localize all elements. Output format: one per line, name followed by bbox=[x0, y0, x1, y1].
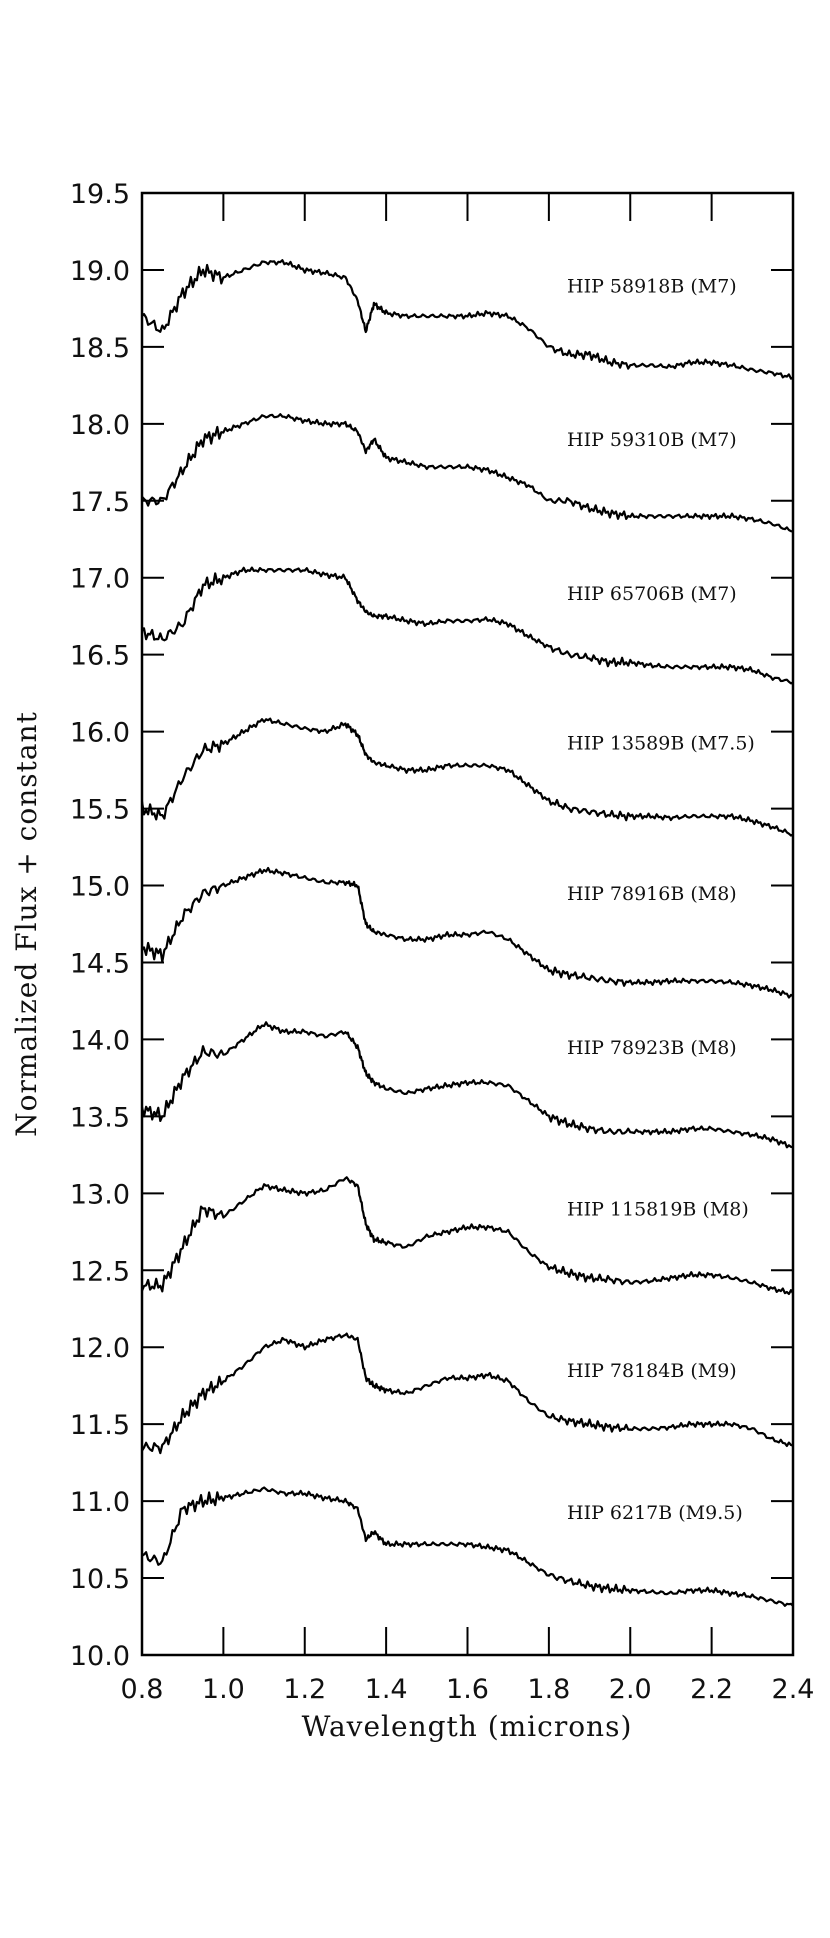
y-tick-label: 17.0 bbox=[70, 564, 130, 595]
series-line bbox=[141, 566, 794, 685]
y-tick-label: 14.5 bbox=[70, 948, 130, 979]
series-label: HIP 78916B (M8) bbox=[567, 883, 737, 905]
series-line bbox=[140, 1176, 794, 1296]
y-tick-label: 12.0 bbox=[70, 1333, 130, 1364]
series-line bbox=[140, 717, 794, 837]
y-tick-label: 19.5 bbox=[70, 179, 130, 210]
x-tick-label: 0.8 bbox=[121, 1674, 164, 1705]
series-label: HIP 78184B (M9) bbox=[567, 1360, 737, 1382]
y-tick-label: 16.5 bbox=[70, 641, 130, 672]
series-line bbox=[141, 413, 794, 533]
series-line bbox=[141, 1332, 794, 1455]
x-tick-label: 1.6 bbox=[446, 1674, 489, 1705]
series-label: HIP 65706B (M7) bbox=[567, 583, 737, 605]
y-tick-label: 11.5 bbox=[70, 1410, 130, 1441]
y-tick-label: 13.5 bbox=[70, 1102, 130, 1133]
x-axis-title: Wavelength (microns) bbox=[302, 1710, 633, 1743]
y-tick-label: 14.0 bbox=[70, 1025, 130, 1056]
series-label: HIP 59310B (M7) bbox=[567, 429, 737, 451]
y-tick-label: 15.0 bbox=[70, 872, 130, 903]
series-lines bbox=[140, 259, 794, 1607]
y-axis-title: Normalized Flux + constant bbox=[10, 711, 43, 1137]
y-axis: 10.0 10.5 11.0 11.5 12.0 12.5 13.0 13.5 14.0 14.5… bbox=[70, 179, 793, 1672]
y-tick-label: 18.5 bbox=[70, 333, 130, 364]
plot-frame bbox=[140, 191, 795, 1657]
y-tick-label: 10.0 bbox=[70, 1641, 130, 1672]
y-tick-label: 11.0 bbox=[70, 1487, 130, 1518]
series-label: HIP 13589B (M7.5) bbox=[567, 732, 755, 754]
x-tick-label: 1.8 bbox=[527, 1674, 570, 1705]
y-tick-label: 15.5 bbox=[70, 795, 130, 826]
series-label: HIP 78923B (M8) bbox=[567, 1037, 737, 1059]
y-tick-label: 17.5 bbox=[70, 487, 130, 518]
series-line bbox=[141, 1486, 794, 1607]
x-tick-label: 1.0 bbox=[202, 1674, 245, 1705]
series-line bbox=[140, 1021, 794, 1149]
series-label: HIP 115819B (M8) bbox=[567, 1199, 749, 1221]
series-labels: HIP 58918B (M7) HIP 59310B (M7) HIP 65706B… bbox=[567, 275, 755, 1524]
x-tick-label: 1.4 bbox=[365, 1674, 408, 1705]
x-tick-label: 2.2 bbox=[690, 1674, 733, 1705]
series-line bbox=[141, 259, 794, 380]
y-tick-label: 18.0 bbox=[70, 410, 130, 441]
x-axis: 0.8 1.0 1.2 1.4 1.6 1.8 2.0 2.2 2.4 bbox=[121, 193, 815, 1705]
series-line bbox=[141, 866, 794, 999]
series-label: HIP 6217B (M9.5) bbox=[567, 1502, 743, 1524]
x-tick-label: 1.2 bbox=[283, 1674, 326, 1705]
y-tick-label: 10.5 bbox=[70, 1564, 130, 1595]
x-tick-label: 2.0 bbox=[609, 1674, 652, 1705]
y-tick-label: 16.0 bbox=[70, 718, 130, 749]
y-tick-label: 12.5 bbox=[70, 1256, 130, 1287]
y-tick-label: 19.0 bbox=[70, 256, 130, 287]
y-tick-label: 13.0 bbox=[70, 1179, 130, 1210]
x-tick-label: 2.4 bbox=[772, 1674, 815, 1705]
series-label: HIP 58918B (M7) bbox=[567, 275, 737, 297]
